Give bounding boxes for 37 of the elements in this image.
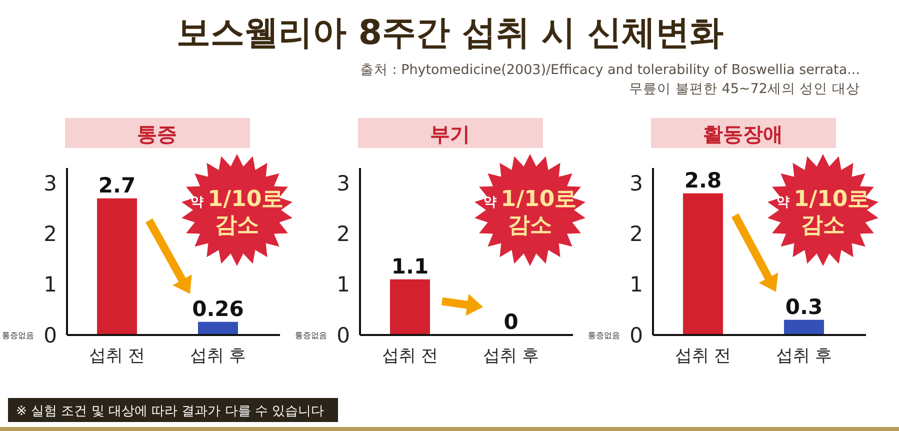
source-note: 출처 : Phytomedicine(2003)/Efficacy and tolerability of Boswellia serrata...: [360, 62, 860, 78]
annotation: 약 1/10로 감소: [483, 187, 577, 238]
y-tick-label: 3: [336, 172, 350, 196]
x-tick-label: 섭취 전: [674, 346, 732, 366]
data-label: 2.8: [684, 168, 722, 192]
annotation: 약 1/10로 감소: [776, 187, 870, 238]
y-tick-label: 2: [336, 222, 350, 246]
y-tick-label: 3: [44, 172, 57, 196]
text: 무릎이 불편한 45~72세의 성인 대상: [629, 81, 860, 97]
y-tick-label: 2: [630, 222, 643, 246]
x-tick-label: 섭취 전: [88, 346, 146, 366]
data-label: 2.7: [98, 173, 136, 198]
y-tick-label: 0: [44, 323, 57, 348]
chart-title: 활동장애: [703, 122, 783, 146]
text: 통증없음: [2, 330, 34, 340]
y-tick-label: 0: [336, 323, 350, 348]
text: ※ 실험 조건 및 대상에 따라 결과가 다를 수 있습니다: [16, 404, 324, 419]
x-tick-label: 섭취 후: [482, 346, 540, 366]
text: 보스웰리아 8주간 섭취 시 신체변화: [176, 13, 724, 53]
text: 통증없음: [295, 330, 327, 340]
chart-title: 통증: [137, 122, 177, 146]
x-tick-label: 섭취 후: [190, 346, 246, 366]
data-label: 1.1: [391, 254, 429, 278]
y-tick-label: 3: [630, 172, 643, 196]
text: 통증없음: [588, 330, 620, 340]
y-tick-label: 1: [336, 272, 350, 297]
data-label: 0: [504, 310, 518, 334]
y-tick-label: 1: [44, 272, 57, 297]
x-tick-label: 섭취 후: [776, 346, 832, 366]
y-tick-label: 1: [630, 272, 643, 297]
annotation: 약 1/10로 감소: [190, 187, 284, 238]
y-tick-label: 0: [630, 323, 643, 348]
data-label: 0.3: [785, 294, 823, 319]
chart-title: 부기: [430, 122, 470, 146]
data-label: 0.26: [192, 296, 244, 321]
y-tick-label: 2: [44, 222, 57, 246]
x-tick-label: 섭취 전: [382, 346, 438, 366]
